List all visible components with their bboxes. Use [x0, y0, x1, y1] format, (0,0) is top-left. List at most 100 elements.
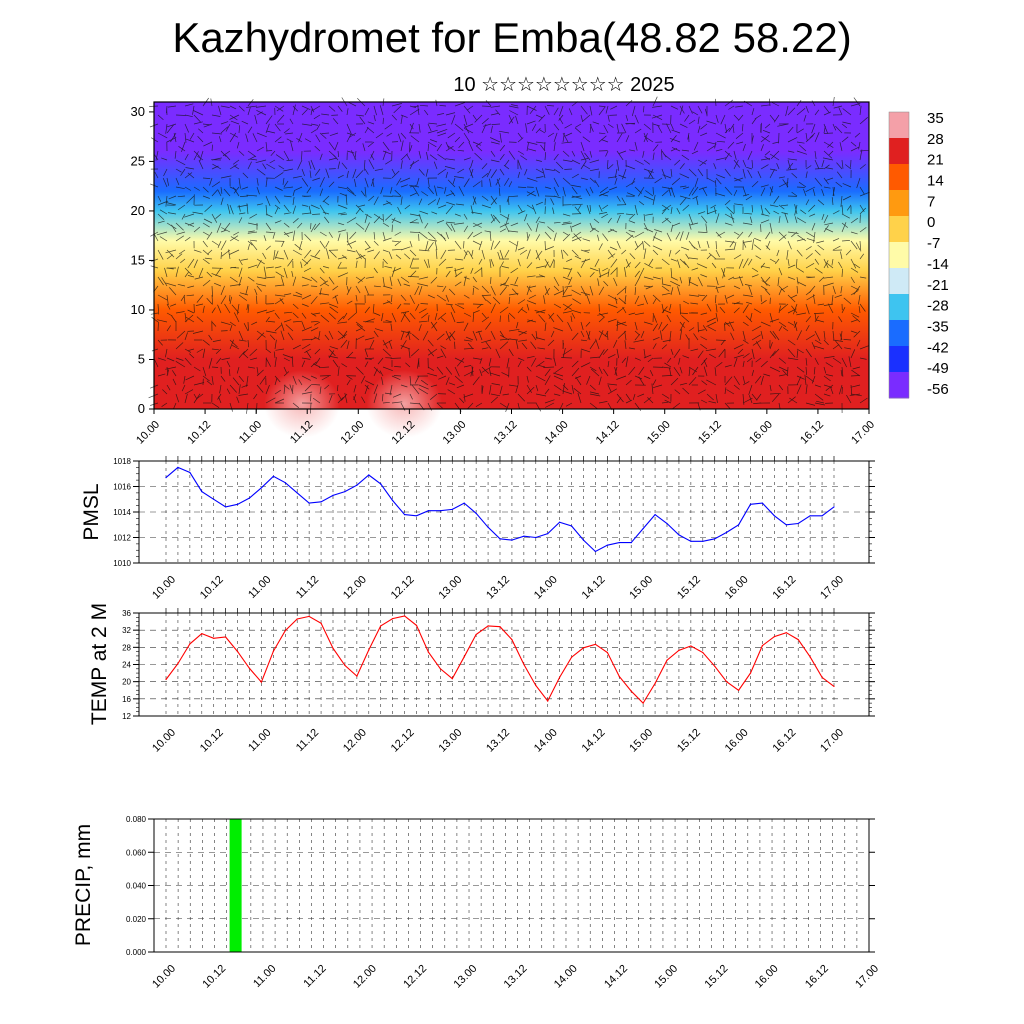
temp-data-point: [821, 676, 823, 679]
x-tick-label: 12.00: [351, 963, 379, 991]
colorbar-label: 28: [927, 131, 944, 148]
temp-data-point: [165, 678, 167, 681]
temp-data-point: [356, 675, 358, 677]
temp-data-point: [439, 668, 441, 670]
pmsl-data-point: [439, 510, 441, 512]
pmsl-data-point: [523, 535, 525, 537]
pmsl-data-point: [392, 499, 394, 502]
x-tick-label: 15.12: [675, 727, 703, 755]
temp-data-point: [630, 690, 632, 692]
x-tick-label: 12.12: [401, 963, 429, 991]
colorbar-swatch: [889, 164, 909, 191]
colorbar-swatch: [889, 138, 909, 165]
temp-data-point: [690, 645, 692, 647]
x-tick-label: 14.12: [594, 419, 622, 447]
temp-data-point: [797, 639, 799, 641]
x-tick-label: 11.00: [246, 727, 273, 754]
temp-data-point: [547, 700, 549, 702]
y-tick-label: 32: [122, 626, 131, 635]
x-tick-label: 14.00: [532, 574, 560, 602]
colorbar-label: 7: [927, 193, 935, 210]
x-tick-label: 16.00: [747, 419, 775, 447]
temp-data-point: [523, 663, 525, 666]
temp-data-point: [177, 663, 179, 665]
colorbar-frame: [888, 111, 910, 399]
y-tick-label: 0.000: [126, 948, 147, 957]
temp-data-point: [726, 681, 728, 683]
x-tick-label: 11.12: [294, 727, 321, 754]
temp-data-point: [618, 675, 620, 678]
temp-data-point: [594, 643, 597, 645]
temp-data-point: [475, 633, 477, 636]
x-tick-label: 15.12: [703, 963, 731, 991]
temp-data-point: [749, 672, 752, 674]
y-tick-label: 0: [138, 401, 145, 416]
x-tick-label: 16.12: [770, 574, 798, 602]
pmsl-data-point: [666, 522, 668, 525]
pmsl-data-point: [475, 512, 477, 514]
temp-data-point: [213, 637, 215, 639]
pmsl-data-point: [833, 506, 835, 508]
x-tick-label: 17.00: [849, 419, 877, 447]
wind-barbs-overlay: [148, 96, 870, 414]
x-tick-label: 15.00: [627, 574, 655, 602]
y-tick-label: 10: [131, 302, 145, 317]
pmsl-data-point: [582, 539, 585, 541]
pmsl-data-point: [320, 501, 322, 503]
chart-title: Kazhydromet for Emba(48.82 58.22): [172, 14, 852, 61]
temp-grid: [139, 613, 869, 716]
pmsl-data-point: [284, 482, 286, 484]
pmsl-frame: [138, 460, 870, 564]
date-subtitle: 10 ☆☆☆☆☆☆☆☆ 2025: [453, 74, 675, 96]
x-tick-label: 16.00: [753, 963, 781, 991]
pmsl-data-point: [702, 540, 704, 542]
pmsl-data-point: [332, 494, 334, 496]
temp-data-point: [642, 702, 644, 704]
precip-ylabel: PRECIP, mm: [72, 824, 95, 946]
x-tick-label: 13.12: [484, 574, 512, 602]
x-tick-label: 13.12: [484, 727, 512, 755]
pmsl-grid: [139, 461, 869, 563]
temp-data-point: [654, 682, 656, 685]
pmsl-data-point: [690, 540, 692, 542]
y-tick-label: 5: [138, 351, 145, 366]
pmsl-data-point: [272, 475, 274, 477]
colorbar-label: -42: [927, 339, 949, 356]
pmsl-data-point: [427, 510, 429, 512]
y-tick-label: 25: [131, 153, 145, 168]
x-tick-label: 16.00: [723, 574, 751, 602]
pmsl-data-point: [749, 503, 752, 505]
pmsl-data-point: [201, 491, 203, 493]
y-tick-label: 0.060: [126, 848, 147, 857]
y-tick-label: 24: [122, 661, 131, 670]
temp-data-point: [248, 667, 251, 670]
precip-frame: [153, 818, 870, 953]
x-tick-label: 10.00: [134, 419, 162, 447]
x-tick-label: 17.00: [818, 574, 846, 602]
x-tick-label: 14.00: [552, 963, 580, 991]
pmsl-data-point: [571, 525, 573, 527]
temp-data-point: [320, 622, 322, 624]
temp-data-point: [833, 685, 835, 688]
heatmap-field: [154, 102, 869, 409]
pmsl-data-point: [559, 521, 561, 523]
temp-data-point: [714, 665, 716, 667]
colorbar-swatch: [889, 320, 909, 347]
pmsl-data-point: [773, 515, 776, 517]
pmsl-data-point: [463, 502, 465, 504]
pmsl-data-point: [761, 502, 764, 504]
temp-data-point: [582, 647, 585, 649]
pmsl-data-point: [726, 531, 728, 534]
pmsl-data-point: [511, 539, 513, 541]
colorbar-label: -56: [927, 381, 949, 398]
colorbar-label: 14: [927, 173, 944, 190]
temp-data-point: [272, 650, 274, 652]
temp-data-point: [451, 678, 453, 680]
x-tick-label: 14.00: [543, 419, 571, 447]
x-tick-label: 12.00: [341, 574, 369, 602]
y-tick-label: 28: [122, 643, 131, 652]
pmsl-data-point: [606, 544, 609, 546]
pmsl-data-point: [380, 483, 382, 485]
colorbar-swatch: [889, 372, 909, 399]
